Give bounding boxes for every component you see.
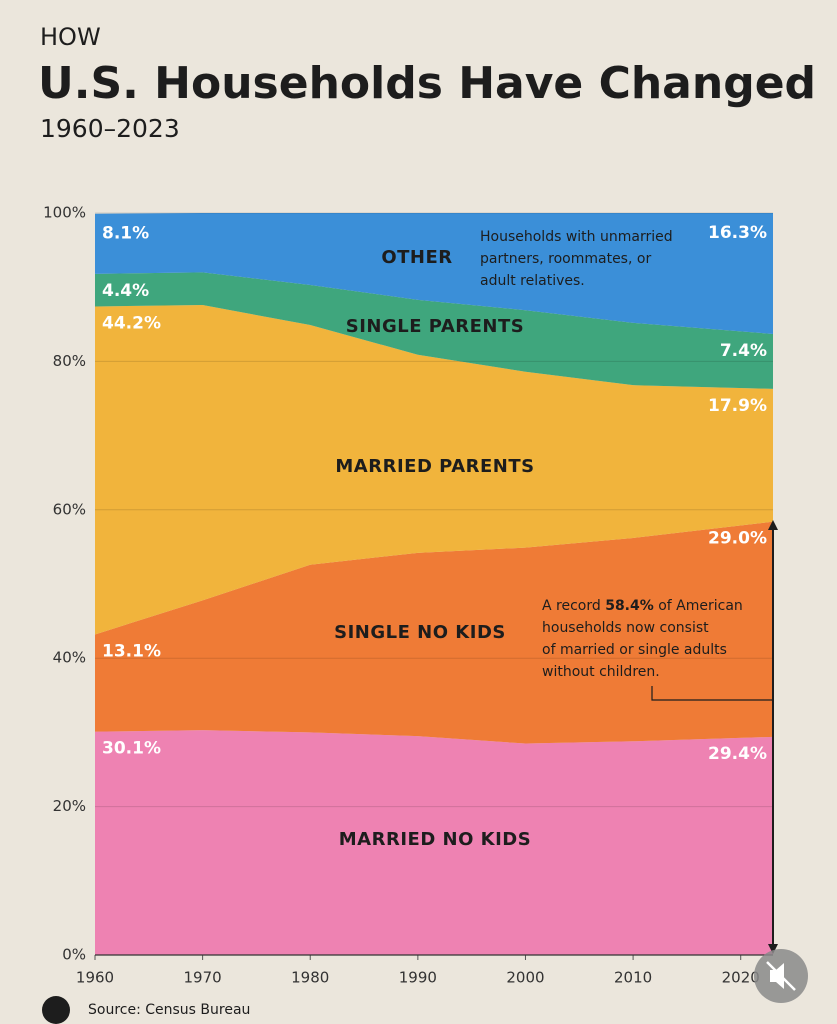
area: [95, 521, 773, 744]
annotation-leader: [651, 686, 773, 701]
x-tick-label: 1980: [291, 969, 329, 987]
annotation-text: without children.: [542, 664, 660, 680]
annotation-text: 58.4%: [605, 598, 654, 614]
annotation: partners, roommates, or: [480, 251, 651, 267]
kicker: HOW: [40, 23, 101, 51]
annotation-text: of American: [654, 598, 743, 614]
source: Source: Census Bureau: [88, 1002, 250, 1018]
value-label: 29.4%: [708, 744, 767, 764]
annotation: Households with unmarried: [480, 229, 673, 245]
x-tick-label: 2020: [722, 969, 760, 987]
x-tick-label: 2000: [506, 969, 544, 987]
series-label: OTHER: [381, 247, 452, 268]
overlay: [651, 520, 778, 954]
annotation-text: A record: [542, 598, 605, 614]
annotation: without children.: [542, 664, 660, 680]
area: [95, 305, 773, 635]
series-label: MARRIED NO KIDS: [339, 829, 531, 850]
series-label: MARRIED PARENTS: [335, 456, 534, 477]
annotation-text: households now consist: [542, 620, 709, 636]
mute-icon: [770, 963, 784, 989]
y-tick-label: 100%: [43, 204, 86, 222]
logo: [42, 996, 70, 1024]
x-tick-label: 1970: [184, 969, 222, 987]
value-label: 44.2%: [102, 313, 161, 333]
annotation-text: partners, roommates, or: [480, 251, 651, 267]
series-label: SINGLE NO KIDS: [334, 622, 506, 643]
value-label: 29.0%: [708, 529, 767, 549]
y-tick-label: 80%: [53, 352, 86, 370]
annotation: of married or single adults: [542, 642, 727, 658]
annotation-text: adult relatives.: [480, 273, 585, 289]
area: [95, 213, 773, 334]
mute-button[interactable]: [754, 949, 808, 1003]
area: [95, 272, 773, 389]
value-label: 7.4%: [720, 341, 767, 361]
mute-slash: [766, 961, 796, 991]
area: [95, 730, 773, 955]
x-tick-label: 1990: [399, 969, 437, 987]
value-label: 4.4%: [102, 281, 149, 301]
annotation: households now consist: [542, 620, 709, 636]
value-label: 16.3%: [708, 223, 767, 243]
value-label: 30.1%: [102, 739, 161, 759]
series-label: SINGLE PARENTS: [346, 316, 524, 337]
y-tick-label: 0%: [62, 946, 86, 964]
x-tick-label: 2010: [614, 969, 652, 987]
arrow-head: [768, 520, 778, 530]
annotation-text: of married or single adults: [542, 642, 727, 658]
value-label: 13.1%: [102, 641, 161, 661]
y-tick-label: 20%: [53, 797, 86, 815]
annotation: adult relatives.: [480, 273, 585, 289]
value-label: 17.9%: [708, 396, 767, 416]
annotation-text: Households with unmarried: [480, 229, 673, 245]
y-tick-label: 40%: [53, 649, 86, 667]
x-tick-label: 1960: [76, 969, 114, 987]
subtitle: 1960–2023: [40, 114, 180, 143]
plot-area: 0% 20% 40% 60% 80% 100% 1960 1970 1980 1990 2000 20…: [43, 204, 773, 987]
value-label: 8.1%: [102, 224, 149, 244]
y-tick-label: 60%: [53, 500, 86, 518]
chart-title: U.S. Households Have Changed: [38, 58, 816, 109]
annotation: A record 58.4% of American: [542, 598, 743, 614]
arrow-head: [768, 944, 778, 954]
